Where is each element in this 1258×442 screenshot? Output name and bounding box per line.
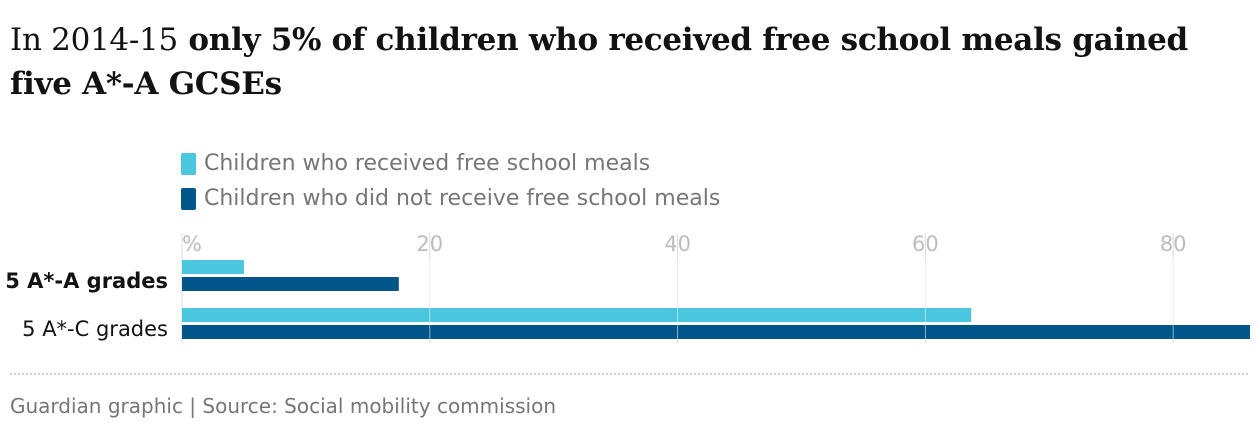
bar-non-fsm-0 xyxy=(182,277,399,291)
legend-label-non-fsm: Children who did not receive free school… xyxy=(204,186,721,211)
legend-swatch-non-fsm xyxy=(181,187,196,210)
source-note: Guardian graphic | Source: Social mobili… xyxy=(10,394,557,418)
chart-title: In 2014-15 only 5% of children who recei… xyxy=(10,18,1240,106)
legend-label-fsm: Children who received free school meals xyxy=(204,151,651,176)
x-tick-label-40: 40 xyxy=(664,232,691,256)
legend-item-non-fsm: Children who did not receive free school… xyxy=(181,181,720,216)
bar-fsm-1 xyxy=(182,308,972,322)
chart-title-bold: only 5% of children who received free sc… xyxy=(10,22,1188,102)
bar-non-fsm-1 xyxy=(182,325,1250,339)
x-tick-label-0: % xyxy=(182,232,202,256)
legend-swatch-fsm xyxy=(181,152,196,175)
chart-title-lead: In 2014-15 xyxy=(10,22,178,58)
legend: Children who received free school meals … xyxy=(181,146,720,216)
bar-fsm-0 xyxy=(182,260,244,274)
x-tick-label-20: 20 xyxy=(416,232,443,256)
footer-divider xyxy=(10,373,1248,375)
category-label-1: 5 A*-C grades xyxy=(22,317,168,341)
x-tick-label-80: 80 xyxy=(1160,232,1187,256)
bar-chart: % 20 40 60 80 5 A*-A grades 5 A*-C grades xyxy=(5,232,1250,343)
category-label-0: 5 A*-A grades xyxy=(5,269,168,293)
legend-item-fsm: Children who received free school meals xyxy=(181,146,720,181)
x-tick-label-60: 60 xyxy=(912,232,939,256)
